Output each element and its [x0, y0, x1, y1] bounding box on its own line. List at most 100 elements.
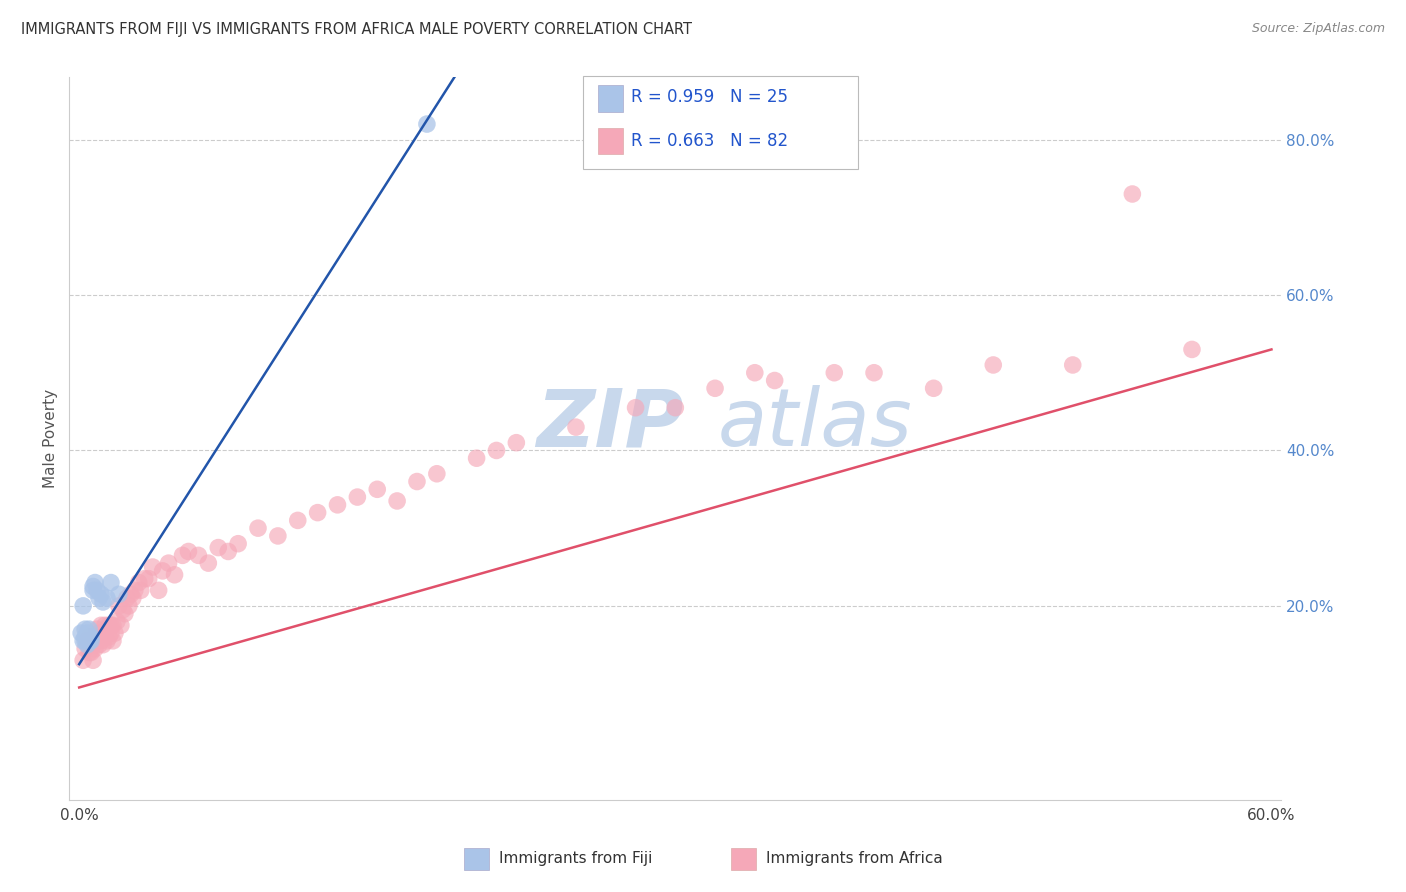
Point	[704, 381, 727, 395]
Point	[1121, 186, 1143, 201]
Point	[84, 633, 107, 648]
Point	[76, 630, 98, 644]
Point	[505, 435, 527, 450]
Point	[152, 564, 174, 578]
Point	[981, 358, 1004, 372]
Point	[187, 549, 209, 563]
Point	[142, 560, 165, 574]
Point	[96, 633, 118, 648]
Point	[82, 583, 104, 598]
Point	[346, 490, 368, 504]
Point	[82, 579, 104, 593]
Point	[366, 483, 388, 497]
Point	[72, 599, 94, 613]
Point	[75, 633, 97, 648]
Point	[77, 645, 100, 659]
Point	[177, 544, 200, 558]
Text: R = 0.959   N = 25: R = 0.959 N = 25	[631, 88, 789, 106]
Point	[82, 653, 104, 667]
Text: Immigrants from Africa: Immigrants from Africa	[766, 852, 943, 866]
Point	[226, 537, 249, 551]
Text: IMMIGRANTS FROM FIJI VS IMMIGRANTS FROM AFRICA MALE POVERTY CORRELATION CHART: IMMIGRANTS FROM FIJI VS IMMIGRANTS FROM …	[21, 22, 692, 37]
Point	[80, 630, 103, 644]
Point	[863, 366, 886, 380]
Point	[138, 572, 160, 586]
Point	[72, 653, 94, 667]
Point	[75, 622, 97, 636]
Point	[1181, 343, 1204, 357]
Point	[94, 630, 117, 644]
Point	[76, 638, 98, 652]
Point	[98, 630, 121, 644]
Point	[267, 529, 290, 543]
Point	[77, 633, 100, 648]
Point	[101, 633, 124, 648]
Point	[101, 618, 124, 632]
Point	[86, 622, 108, 636]
Point	[84, 641, 107, 656]
Point	[108, 599, 131, 613]
Point	[82, 638, 104, 652]
Point	[121, 591, 143, 606]
Point	[148, 583, 170, 598]
Point	[96, 591, 118, 606]
Point	[70, 626, 93, 640]
Point	[465, 451, 488, 466]
Point	[485, 443, 508, 458]
Text: atlas: atlas	[717, 385, 912, 463]
Point	[98, 618, 121, 632]
Point	[86, 583, 108, 598]
Point	[197, 556, 219, 570]
Point	[565, 420, 588, 434]
Point	[157, 556, 180, 570]
Point	[84, 575, 107, 590]
Point	[163, 567, 186, 582]
Point	[416, 117, 439, 131]
Point	[763, 374, 786, 388]
Text: Source: ZipAtlas.com: Source: ZipAtlas.com	[1251, 22, 1385, 36]
Point	[823, 366, 845, 380]
Point	[217, 544, 239, 558]
Point	[307, 506, 329, 520]
Point	[87, 626, 110, 640]
Point	[77, 630, 100, 644]
Point	[76, 626, 98, 640]
Point	[80, 633, 103, 648]
Text: ZIP: ZIP	[536, 385, 683, 463]
Point	[326, 498, 349, 512]
Point	[744, 366, 766, 380]
Point	[426, 467, 449, 481]
Point	[108, 587, 131, 601]
Point	[406, 475, 429, 489]
Point	[75, 630, 97, 644]
Point	[100, 626, 122, 640]
Point	[72, 633, 94, 648]
Text: R = 0.663   N = 82: R = 0.663 N = 82	[631, 132, 789, 150]
Point	[100, 618, 122, 632]
Point	[110, 618, 132, 632]
Point	[87, 591, 110, 606]
Point	[96, 622, 118, 636]
Point	[77, 630, 100, 644]
Point	[118, 599, 141, 613]
Point	[207, 541, 229, 555]
Y-axis label: Male Poverty: Male Poverty	[44, 389, 58, 488]
Point	[80, 633, 103, 648]
Point	[90, 587, 112, 601]
Point	[75, 641, 97, 656]
Point	[91, 626, 114, 640]
Point	[91, 595, 114, 609]
Point	[90, 633, 112, 648]
Point	[129, 583, 152, 598]
Point	[114, 607, 136, 621]
Point	[91, 638, 114, 652]
Point	[134, 572, 156, 586]
Point	[87, 638, 110, 652]
Point	[664, 401, 686, 415]
Point	[287, 513, 309, 527]
Point	[922, 381, 945, 395]
Point	[80, 645, 103, 659]
Point	[100, 575, 122, 590]
Text: Immigrants from Fiji: Immigrants from Fiji	[499, 852, 652, 866]
Point	[115, 591, 138, 606]
